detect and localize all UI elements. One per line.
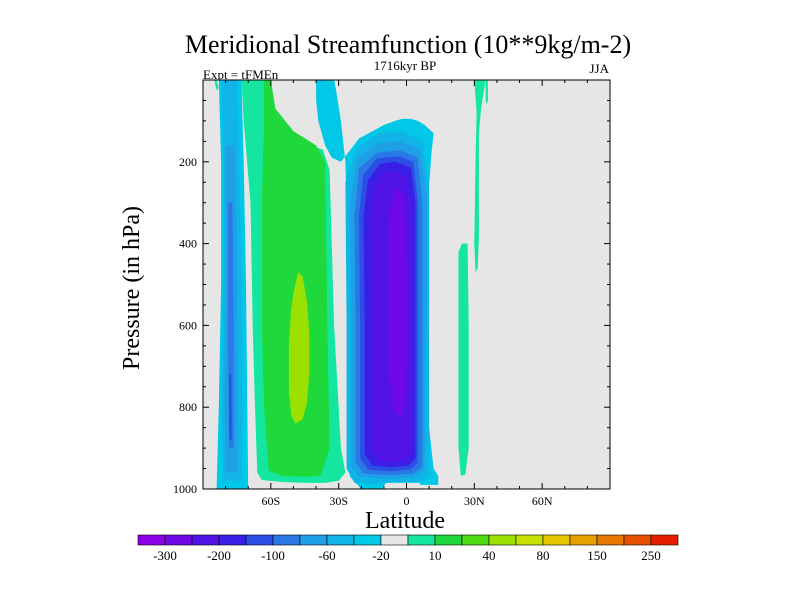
colorbar-swatch [407,534,436,546]
colorbar-swatch [245,534,274,546]
y-tick-label: 800 [179,400,197,414]
x-tick-label: 60S [261,494,280,508]
plot-area: 60S 30S 0 30N 60N 200 400 600 800 1000 [173,79,611,508]
colorbar-label: 80 [537,548,550,563]
y-tick-label: 400 [179,237,197,251]
y-tick-label: 600 [179,318,197,332]
chart-subtitle-season: JJA [589,61,609,76]
chart-subtitle-period: 1716kyr BP [374,58,436,73]
colorbar-label: 150 [587,548,607,563]
colorbar-swatch [569,534,598,546]
colorbar-swatch [623,534,652,546]
colorbar-swatch [515,534,544,546]
colorbar-swatch [461,534,490,546]
x-tick-label: 30S [329,494,348,508]
colorbar-swatch [380,534,409,546]
colorbar-swatch [596,534,625,546]
colorbar-swatch [191,534,220,546]
colorbar-label: -300 [153,548,177,563]
colorbar-swatch [218,534,247,546]
x-tick-label: 60N [532,494,553,508]
colorbar-label: 250 [641,548,661,563]
colorbar-label: 40 [483,548,496,563]
contour-region-sh-ferrel-deep [229,374,232,440]
contour-region-nh-green-pole [214,80,219,91]
contour-regions [214,80,488,489]
colorbar-label: -60 [318,548,335,563]
chart-subtitle-experiment: Expt = tFMEn [203,67,279,82]
x-tick-label: 30N [464,494,485,508]
colorbar-swatch [272,534,301,546]
contour-region-nh-green-strip-3 [474,80,486,273]
contour-region-sh-cell-core [388,188,407,420]
colorbar-label: -200 [207,548,231,563]
y-axis-label: Pressure (in hPa) [119,206,145,370]
colorbar-swatch [137,534,166,546]
y-tick-label: 1000 [173,482,197,496]
colorbar-label: -20 [372,548,389,563]
colorbar-swatch [326,534,355,546]
contour-region-mid-lat-lgreen [288,272,310,424]
colorbar-labels: -300 -200 -100 -60 -20 10 40 80 150 250 [153,548,661,563]
x-tick-label: 0 [404,494,410,508]
y-axis-ticks: 200 400 600 800 1000 [173,99,610,496]
colorbar-label: 10 [429,548,442,563]
colorbar-swatch [542,534,571,546]
colorbar-swatch [434,534,463,546]
y-tick-label: 200 [179,155,197,169]
contour-region-nh-green-strip-2 [458,255,466,449]
colorbar-swatch [353,534,382,546]
colorbar-swatch [299,534,328,546]
x-axis-label: Latitude [365,508,445,534]
contour-region-mid-lat-green [261,80,330,477]
colorbar-swatch [488,534,517,546]
colorbar [137,534,679,546]
x-axis-ticks: 60S 30S 0 30N 60N [225,80,588,508]
colorbar-label: -100 [261,548,285,563]
colorbar-swatch [650,534,679,546]
colorbar-swatch [164,534,193,546]
chart-title: Meridional Streamfunction (10**9kg/m-2) [185,30,631,59]
contour-region-nh-green-strip-4 [485,80,488,105]
